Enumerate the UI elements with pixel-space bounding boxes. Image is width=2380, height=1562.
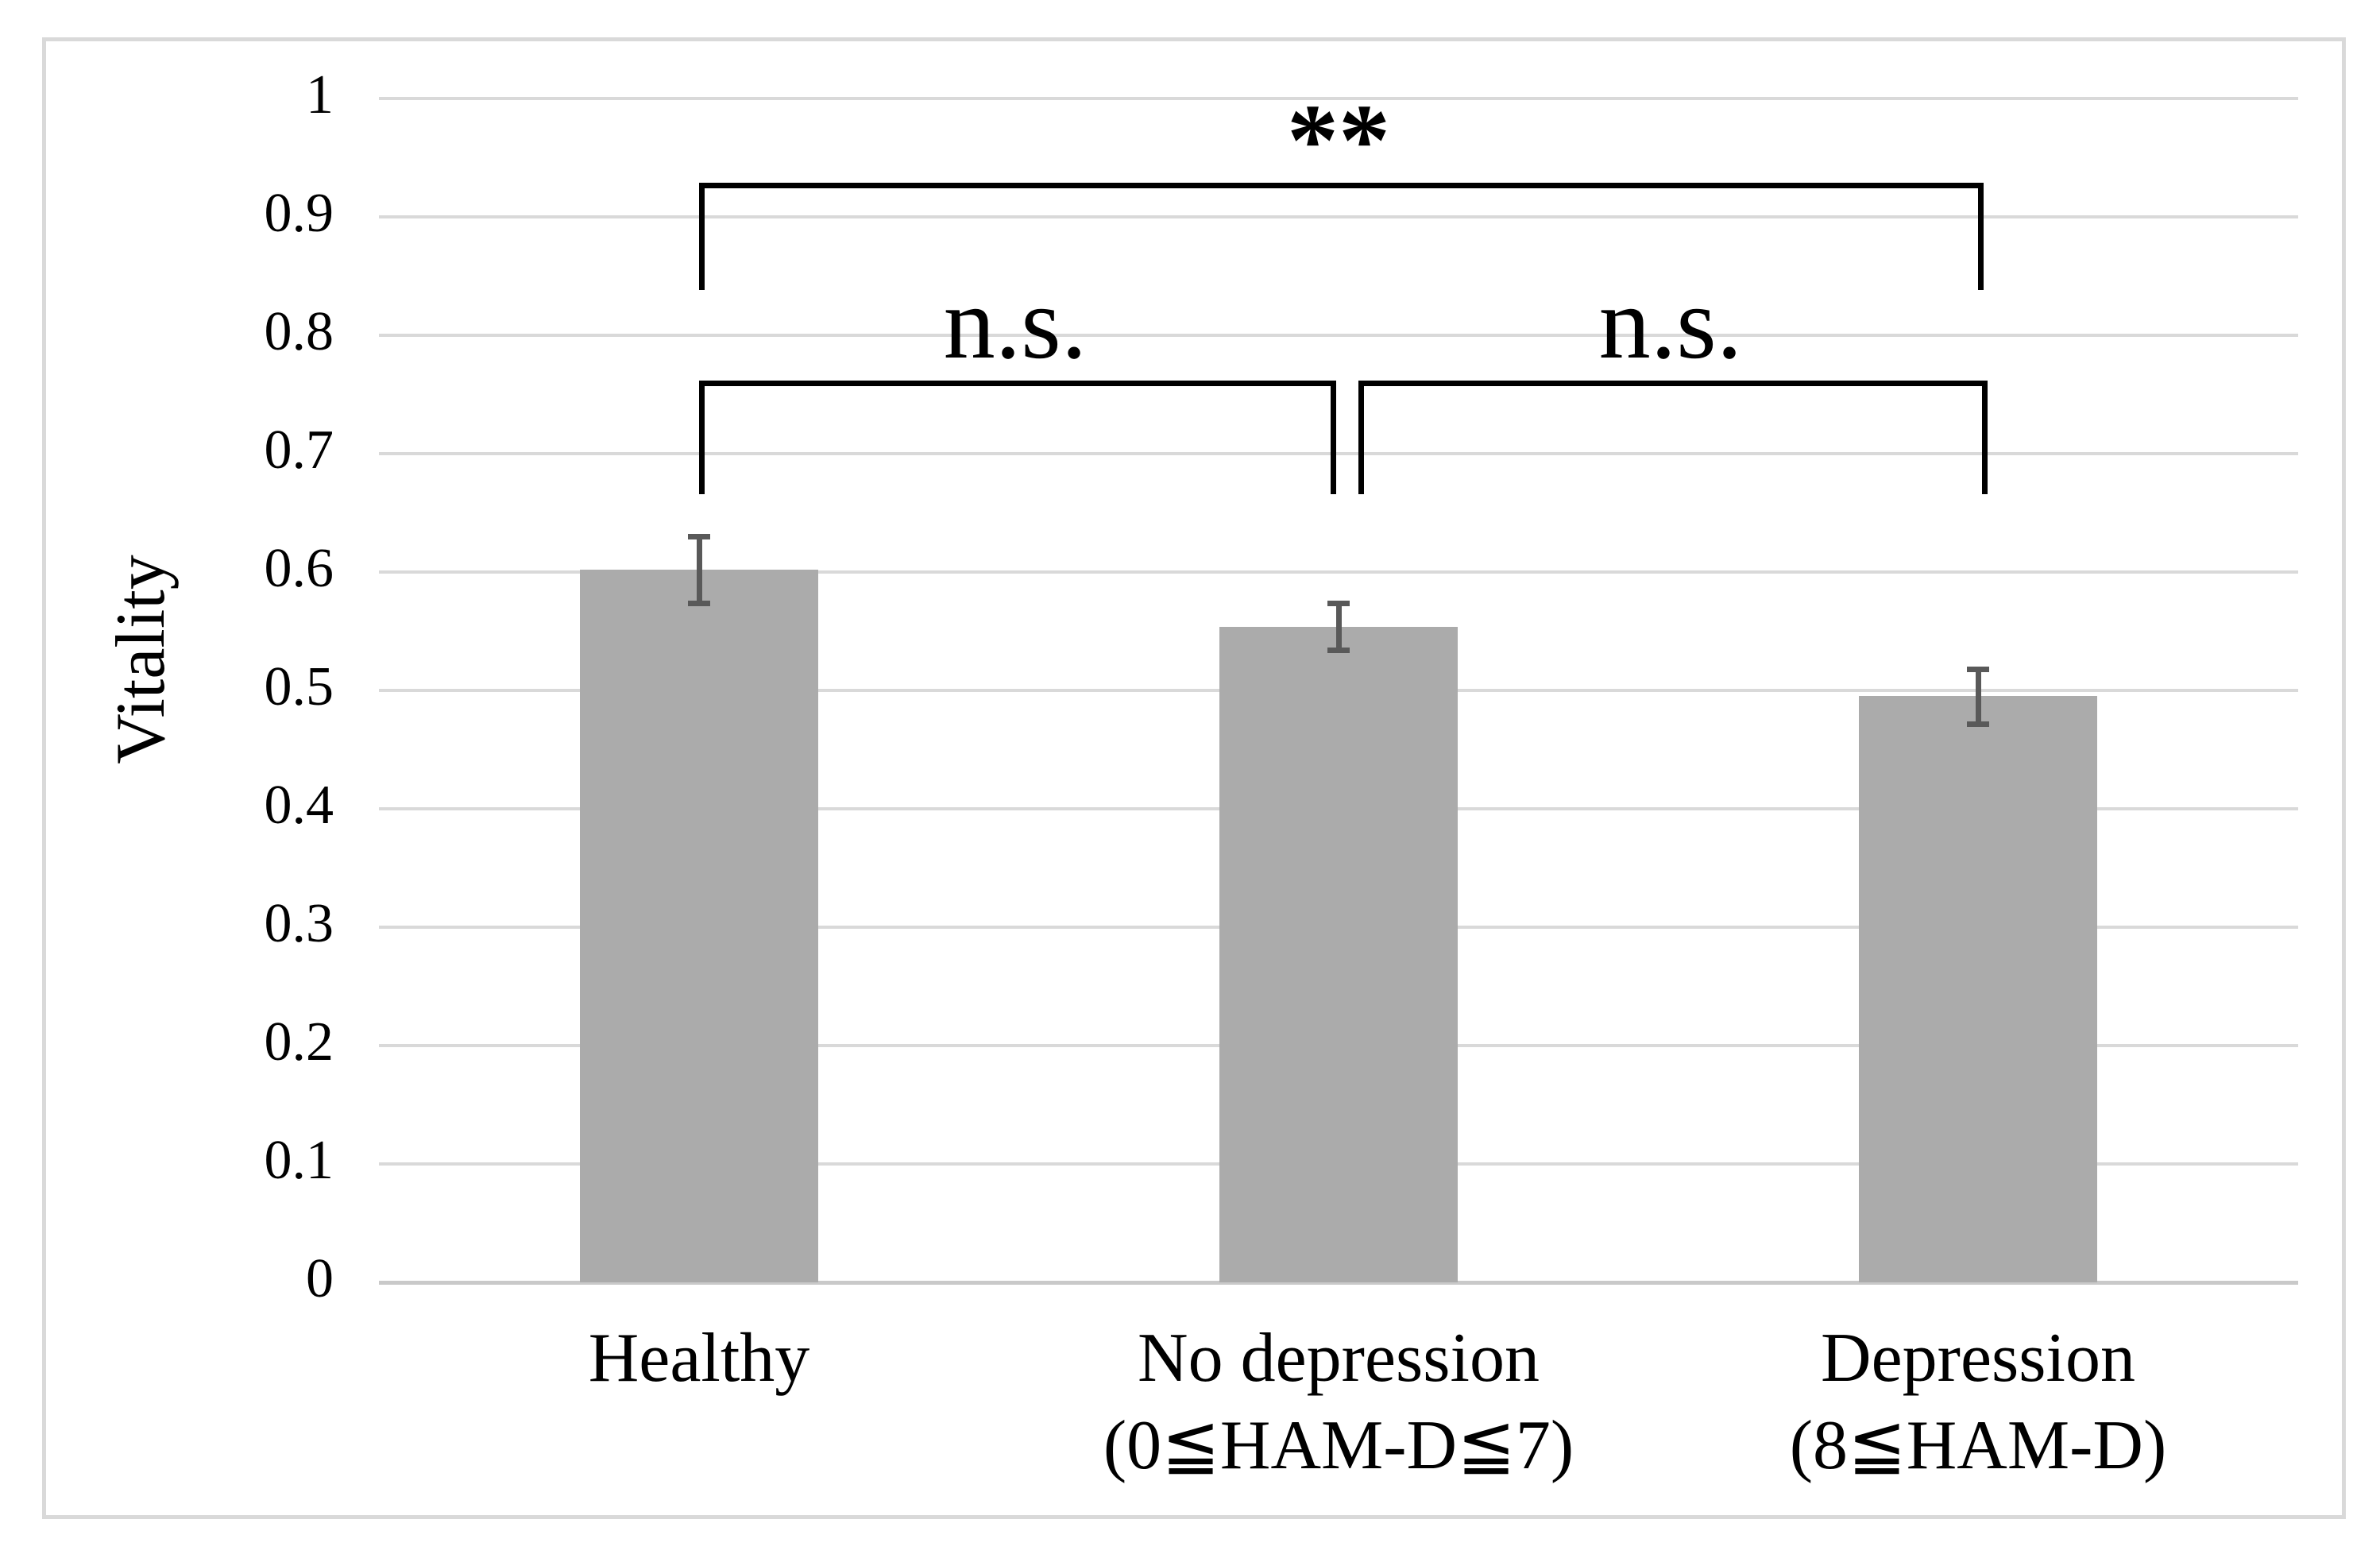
significance-bracket-tick — [1358, 381, 1364, 494]
category-label-line: (0≦HAM-D≦7) — [1103, 1407, 1574, 1484]
gridline — [379, 97, 2298, 100]
error-bar-cap — [1327, 648, 1350, 653]
category-label: Healthy — [302, 1315, 1096, 1402]
error-bar-line — [1976, 669, 1981, 724]
gridline — [379, 570, 2298, 574]
y-tick-label: 0.5 — [264, 656, 334, 717]
significance-bracket-tick — [699, 183, 705, 290]
significance-bracket-tick — [1982, 381, 1988, 494]
significance-bracket-tick — [699, 381, 705, 494]
significance-label: ** — [1287, 83, 1390, 198]
y-tick-label: 0.2 — [264, 1011, 334, 1073]
y-tick-label: 0.9 — [264, 183, 334, 244]
bar — [580, 570, 818, 1282]
category-label: Depression (8≦HAM-D) — [1581, 1315, 2375, 1490]
y-tick-label: 0.7 — [264, 419, 334, 481]
error-bar-line — [1336, 603, 1342, 650]
error-bar-cap — [688, 601, 710, 606]
significance-bracket-bar — [699, 183, 1984, 188]
bar — [1219, 627, 1458, 1282]
y-tick-label: 0 — [306, 1248, 334, 1309]
gridline — [379, 452, 2298, 455]
gridline — [379, 215, 2298, 218]
error-bar-line — [697, 536, 702, 603]
y-tick-label: 1 — [306, 64, 334, 126]
y-tick-label: 0.1 — [264, 1130, 334, 1191]
bar — [1859, 696, 2097, 1282]
error-bar-cap — [1967, 667, 1989, 672]
significance-label: n.s. — [1598, 266, 1743, 381]
gridline — [379, 334, 2298, 337]
y-tick-label: 0.8 — [264, 301, 334, 362]
x-axis-line — [379, 1281, 2298, 1285]
significance-bracket-tick — [1978, 183, 1984, 290]
error-bar-cap — [688, 534, 710, 539]
significance-label: n.s. — [943, 266, 1088, 381]
error-bar-cap — [1327, 601, 1350, 606]
y-tick-label: 0.6 — [264, 538, 334, 599]
category-label-line: (8≦HAM-D) — [1789, 1407, 2167, 1484]
category-label-line: Depression — [1821, 1320, 2135, 1397]
significance-bracket-tick — [1331, 381, 1336, 494]
error-bar-cap — [1967, 721, 1989, 727]
significance-bracket-bar — [699, 381, 1336, 386]
category-label: No depression (0≦HAM-D≦7) — [941, 1315, 1736, 1490]
y-axis-title: Vitality — [102, 555, 180, 764]
y-tick-label: 0.3 — [264, 893, 334, 954]
figure-border — [42, 37, 2346, 1519]
y-tick-label: 0.4 — [264, 775, 334, 836]
significance-bracket-bar — [1358, 381, 1988, 386]
category-label-line: No depression — [1138, 1320, 1540, 1397]
category-label-line: Healthy — [588, 1320, 810, 1397]
